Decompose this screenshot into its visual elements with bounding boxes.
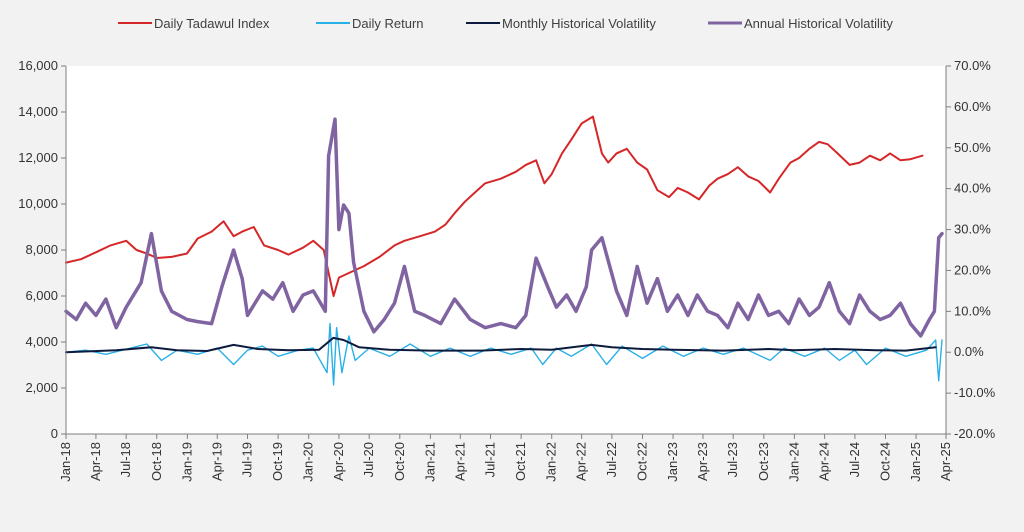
legend: Daily Tadawul Index Daily Return Monthly H… xyxy=(118,16,893,31)
plot-background xyxy=(66,66,946,434)
x-tick-label: Oct-21 xyxy=(513,442,528,481)
x-tick-label: Apr-23 xyxy=(695,442,710,481)
x-tick-label: Oct-23 xyxy=(756,442,771,481)
x-tick-label: Apr-22 xyxy=(574,442,589,481)
y-right-tick-label: -10.0% xyxy=(954,385,996,400)
x-tick-label: Oct-20 xyxy=(392,442,407,481)
y-right-tick-label: 0.0% xyxy=(954,344,984,359)
legend-label-monthly-historical-volatility: Monthly Historical Volatility xyxy=(502,16,656,31)
y-left-tick-label: 8,000 xyxy=(25,242,58,257)
y-left-tick-label: 6,000 xyxy=(25,288,58,303)
x-tick-label: Apr-25 xyxy=(938,442,953,481)
x-tick-label: Jan-18 xyxy=(58,442,73,482)
y-left-tick-label: 12,000 xyxy=(18,150,58,165)
x-tick-label: Jul-21 xyxy=(483,442,498,477)
x-tick-label: Jan-23 xyxy=(665,442,680,482)
y-right-tick-label: -20.0% xyxy=(954,426,996,441)
legend-label-daily-tadawul-index: Daily Tadawul Index xyxy=(154,16,270,31)
x-tick-label: Jan-24 xyxy=(786,442,801,482)
y-left-tick-label: 10,000 xyxy=(18,196,58,211)
x-tick-label: Oct-22 xyxy=(634,442,649,481)
y-left-tick-label: 14,000 xyxy=(18,104,58,119)
x-tick-label: Jul-18 xyxy=(118,442,133,477)
x-tick-label: Jan-19 xyxy=(179,442,194,482)
y-left-tick-label: 0 xyxy=(51,426,58,441)
x-tick-label: Oct-24 xyxy=(877,442,892,481)
x-tick-label: Jan-22 xyxy=(544,442,559,482)
x-tick-label: Oct-18 xyxy=(149,442,164,481)
legend-label-annual-historical-volatility: Annual Historical Volatility xyxy=(744,16,893,31)
x-tick-label: Apr-19 xyxy=(209,442,224,481)
x-tick-label: Apr-20 xyxy=(331,442,346,481)
y-right-tick-label: 60.0% xyxy=(954,99,991,114)
y-right-tick-label: 70.0% xyxy=(954,58,991,73)
x-tick-label: Apr-24 xyxy=(817,442,832,481)
x-tick-label: Apr-21 xyxy=(452,442,467,481)
x-tick-label: Jul-20 xyxy=(361,442,376,477)
series-layer xyxy=(64,115,944,386)
x-tick-label: Jul-24 xyxy=(847,442,862,477)
x-tick-label: Jan-20 xyxy=(301,442,316,482)
x-tick-label: Jul-22 xyxy=(604,442,619,477)
series-line-daily-tadawul-index xyxy=(65,115,924,297)
series-line-monthly-historical-volatility xyxy=(65,336,937,354)
y-right-tick-label: 30.0% xyxy=(954,222,991,237)
x-tick-label: Oct-19 xyxy=(270,442,285,481)
y-right-tick-label: 10.0% xyxy=(954,303,991,318)
x-tick-label: Apr-18 xyxy=(88,442,103,481)
y-right-tick-label: 20.0% xyxy=(954,262,991,277)
axes-layer: 0 2,000 4,000 6,000 8,000 10,000 12,000 14,000 1… xyxy=(18,58,995,482)
x-tick-label: Jul-19 xyxy=(240,442,255,477)
x-tick-label: Jul-23 xyxy=(725,442,740,477)
x-tick-label: Jan-25 xyxy=(908,442,923,482)
y-left-tick-label: 4,000 xyxy=(25,334,58,349)
y-left-tick-label: 16,000 xyxy=(18,58,58,73)
x-tick-label: Jan-21 xyxy=(422,442,437,482)
y-left-tick-label: 2,000 xyxy=(25,380,58,395)
legend-label-daily-return: Daily Return xyxy=(352,16,424,31)
series-line-annual-historical-volatility xyxy=(64,117,944,338)
y-right-tick-label: 50.0% xyxy=(954,140,991,155)
y-right-tick-label: 40.0% xyxy=(954,181,991,196)
